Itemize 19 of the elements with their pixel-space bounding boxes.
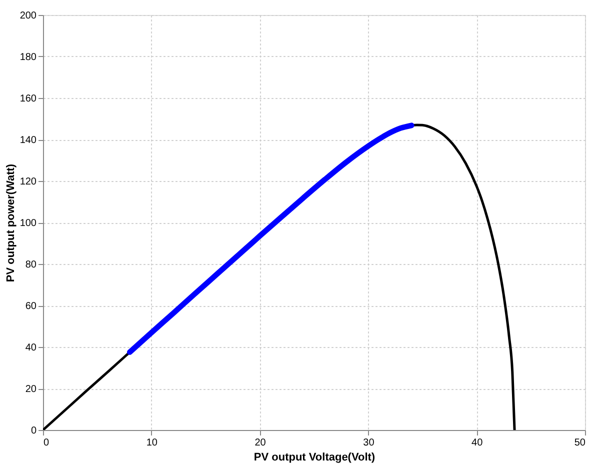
x-tick-label: 10	[146, 438, 158, 448]
y-tick-label: 120	[20, 176, 37, 188]
x-axis-title: PV output Voltage(Volt)	[254, 452, 376, 464]
y-tick-label: 100	[20, 218, 37, 229]
x-tick-label: 50	[574, 438, 586, 448]
y-tick-label: 20	[25, 384, 37, 395]
y-tick-label: 60	[25, 301, 37, 312]
y-tick-label: 40	[25, 342, 37, 354]
x-tick-label: 30	[363, 438, 375, 448]
y-tick-label: 160	[20, 94, 37, 104]
x-tick-label: 0	[44, 438, 50, 448]
y-tick-label: 180	[20, 52, 37, 63]
x-tick-label: 40	[472, 438, 484, 448]
y-tick-label: 200	[20, 10, 37, 22]
y-tick-label: 140	[20, 135, 37, 146]
y-tick-label: 80	[25, 260, 37, 270]
y-tick-label: 0	[30, 426, 37, 436]
x-tick-label: 20	[254, 438, 266, 448]
y-axis-title: PV output power(Watt)	[4, 164, 17, 282]
